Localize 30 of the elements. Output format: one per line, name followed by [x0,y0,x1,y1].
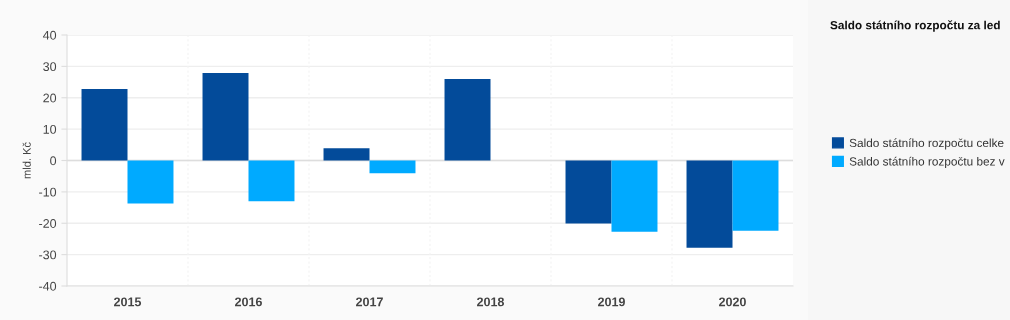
x-tick-label: 2018 [477,297,505,307]
bar [732,160,779,231]
bar [81,88,128,161]
text: Saldo státního rozpočtu za led [830,20,1000,32]
y-tick-label: 10 [43,124,57,134]
y-tick-label: -20 [39,219,57,228]
bar [127,160,174,204]
y-tick-label: 40 [42,30,57,40]
bar [323,148,370,161]
bar [369,160,416,174]
y-tick-label: 0 [50,156,57,166]
y-tick-label: -40 [39,281,57,291]
x-tick-label: 2017 [356,297,383,307]
bar [248,160,295,202]
legend-label: Saldo státního rozpočtu bez v [849,156,1005,168]
y-tick-label: 20 [43,93,57,103]
bar [686,160,733,248]
bar [202,72,249,161]
y-tick-label: -30 [39,250,57,260]
bar [565,160,612,224]
bar [611,160,658,232]
legend-label: Saldo státního rozpočtu celke [849,138,1004,150]
y-tick-label: -10 [39,187,57,197]
x-tick-label: 2015 [114,297,142,307]
x-tick-label: 2020 [719,297,746,307]
bar [444,78,491,161]
y-axis-title: mld. Kč [22,142,31,179]
x-tick-label: 2019 [598,297,625,307]
y-tick-label: 30 [43,62,57,72]
x-tick-label: 2016 [235,297,262,307]
